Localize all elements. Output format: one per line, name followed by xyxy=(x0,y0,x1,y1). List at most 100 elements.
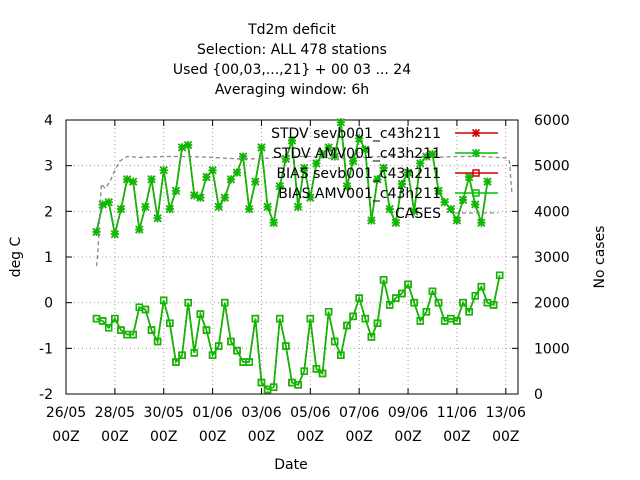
data-point xyxy=(440,198,449,207)
data-point xyxy=(495,271,504,280)
data-point xyxy=(489,301,498,309)
data-point xyxy=(416,317,425,325)
data-point xyxy=(446,204,455,214)
data-point xyxy=(98,317,107,325)
y2-tick-label: 2000 xyxy=(534,296,570,312)
data-point xyxy=(337,351,345,359)
data-point xyxy=(471,292,479,300)
data-point xyxy=(324,143,333,152)
data-point xyxy=(233,346,241,355)
x-tick-label-hour: 00Z xyxy=(248,429,275,445)
axis-ticks xyxy=(65,119,518,395)
data-point xyxy=(428,287,437,295)
x-tick-label-date: 13/06 xyxy=(486,405,526,421)
data-point xyxy=(416,159,425,168)
data-point xyxy=(385,204,394,214)
data-point xyxy=(294,202,303,211)
x-tick-label-date: 28/05 xyxy=(95,405,135,421)
data-point xyxy=(477,282,486,291)
data-point xyxy=(422,308,431,316)
x-tick-label-hour: 00Z xyxy=(150,429,177,445)
data-point xyxy=(147,175,156,184)
data-point xyxy=(312,159,321,168)
data-point xyxy=(111,314,119,323)
data-point xyxy=(391,218,400,227)
data-point xyxy=(202,326,211,334)
data-point xyxy=(312,365,321,373)
x-tick-labels: 26/05 00Z 28/05 00Z 30/05 00Z 01/06 00Z 03/06 00Z… xyxy=(46,405,526,445)
x-tick-label-hour: 00Z xyxy=(394,429,421,445)
x-tick-label-date: 05/06 xyxy=(290,405,330,421)
data-point xyxy=(257,143,266,152)
data-point xyxy=(379,163,388,173)
data-point xyxy=(379,276,388,284)
data-point xyxy=(300,163,309,173)
data-point xyxy=(263,202,272,211)
series-line-4 xyxy=(95,155,513,267)
data-point xyxy=(300,367,308,375)
data-point xyxy=(275,182,284,191)
data-point xyxy=(318,150,327,159)
data-point xyxy=(471,200,480,209)
title-line-1: Td2m deficit xyxy=(247,22,336,38)
y2-tick-label: 3000 xyxy=(534,250,570,266)
y-tick-labels: -2 -1 0 1 2 3 4 xyxy=(39,113,53,403)
y-axis-label: deg C xyxy=(8,236,24,277)
data-point xyxy=(276,314,284,323)
data-point xyxy=(373,175,382,184)
x-tick-label-hour: 00Z xyxy=(443,429,470,445)
data-point xyxy=(159,296,168,305)
data-point xyxy=(367,216,376,225)
data-point xyxy=(104,198,113,207)
x-tick-label-date: 30/05 xyxy=(144,405,184,421)
data-point xyxy=(361,314,370,323)
data-point xyxy=(410,298,418,307)
data-point xyxy=(397,179,407,188)
y-tick-label: 1 xyxy=(44,250,53,266)
legend-label: STDV sevb001_c43h211 xyxy=(271,126,441,142)
data-point xyxy=(355,294,363,302)
data-point xyxy=(403,168,413,177)
data-point xyxy=(184,298,192,307)
data-point xyxy=(202,173,211,182)
data-point xyxy=(251,314,260,323)
legend-marker xyxy=(471,128,481,138)
data-point xyxy=(251,177,260,186)
data-point xyxy=(116,204,126,214)
data-point xyxy=(227,337,235,346)
y-tick-label: 3 xyxy=(44,159,53,175)
data-point xyxy=(129,177,138,186)
data-point xyxy=(135,225,144,234)
data-point xyxy=(349,157,358,166)
y-tick-label: -1 xyxy=(39,341,53,357)
y-tick-label: 4 xyxy=(44,113,53,129)
data-point xyxy=(428,150,437,159)
data-point xyxy=(465,173,474,182)
data-point xyxy=(477,218,486,227)
series-4 xyxy=(95,155,513,267)
data-point xyxy=(294,381,302,389)
x-tick-label-hour: 00Z xyxy=(297,429,324,445)
data-point xyxy=(110,230,119,239)
y2-tick-label: 0 xyxy=(534,387,543,403)
legend-label: BIAS AMV001_c43h211 xyxy=(278,186,441,202)
x-tick-label-date: 09/06 xyxy=(388,405,428,421)
legend-label: STDV AMV001_c43h211 xyxy=(273,146,441,162)
data-point xyxy=(453,317,461,325)
data-point xyxy=(373,319,382,327)
data-point xyxy=(306,314,315,323)
series-line-3 xyxy=(96,275,501,391)
data-point xyxy=(171,186,181,195)
data-point xyxy=(318,369,327,378)
data-point xyxy=(361,145,370,154)
data-point xyxy=(355,134,364,143)
data-point xyxy=(385,301,394,309)
title-line-3: Used {00,03,...,21} + 00 03 ... 24 xyxy=(173,62,411,78)
data-point xyxy=(165,204,174,214)
data-point xyxy=(196,310,205,318)
data-point xyxy=(343,321,351,330)
data-point xyxy=(465,308,473,316)
data-point xyxy=(196,193,205,202)
data-point xyxy=(214,342,223,350)
